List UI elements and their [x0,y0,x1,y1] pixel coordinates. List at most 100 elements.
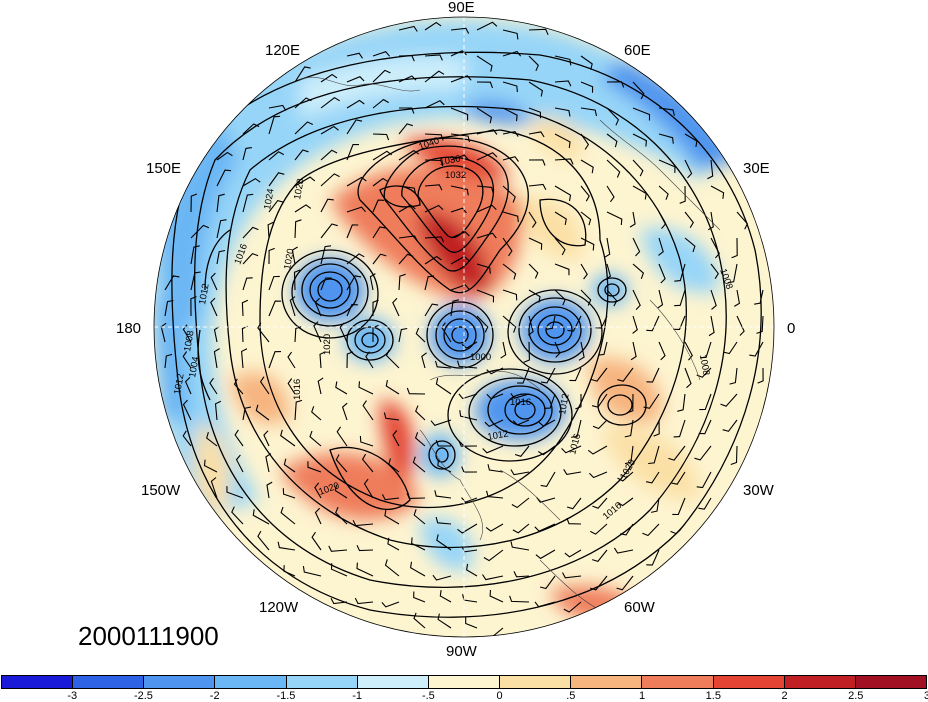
wind-barb [214,400,222,421]
wind-barb [372,69,391,83]
wind-barb [294,121,314,135]
wind-barb [677,393,686,412]
wind-barb [580,159,594,174]
wind-barb [384,559,400,577]
wind-barb [283,458,296,473]
wind-barb [398,123,413,135]
wind-barb [707,159,714,180]
wind-barb [231,506,244,525]
wind-barb [424,133,444,141]
wind-barb [476,232,497,239]
wind-barb [502,29,519,40]
wind-barb [294,149,309,161]
wind-barb [673,419,686,438]
wind-barb [435,516,452,525]
wind-barb [642,523,660,537]
lon-label-60w: 60W [624,599,655,616]
wind-barb [461,497,478,503]
wind-barb [268,300,282,317]
isobar-label: 1016 [567,433,583,456]
wind-barb [320,97,340,109]
wind-barb [485,523,504,532]
wind-barb [424,70,445,83]
wind-barb [372,51,391,57]
wind-barb [424,54,443,61]
wind-barb [534,523,556,532]
colorbar-tick-label: 3 [923,690,928,702]
wind-barb [182,324,192,343]
wind-barb [616,575,634,591]
wind-barb [502,237,513,257]
wind-barb [632,185,647,200]
wind-barb [398,149,420,161]
wind-barb [591,367,608,382]
wind-barb [722,419,738,432]
wind-barb [320,173,340,187]
wind-barb [381,601,400,608]
wind-barb [346,76,365,83]
wind-barb [164,275,180,291]
wind-barb [485,490,504,499]
wind-barb [314,297,322,317]
wind-barb [539,575,556,590]
colorbar-tick-label: 1 [639,690,646,702]
wind-barb [658,133,674,144]
isobar-label: 1016 [292,379,303,400]
wind-barb [287,351,296,369]
wind-barb [554,237,566,256]
wind-barb [213,348,220,369]
wind-barb [673,315,686,330]
wind-barb [580,133,590,150]
wind-barb [580,263,588,280]
colorbar-cell [144,676,216,688]
wind-barb [632,315,638,334]
wind-barb [617,367,634,382]
wind-barb [435,440,452,447]
wind-barb [309,430,322,447]
wind-barb [257,322,270,343]
wind-barb [592,497,608,509]
wind-barb [482,445,504,454]
isobar-label: 1020 [282,248,297,271]
wind-barb [268,151,285,161]
wind-barb [756,315,764,334]
wind-barb [624,419,634,438]
wind-barb [406,387,426,395]
wind-barb [595,315,608,329]
wind-barb [629,211,636,228]
wind-barb [564,549,582,558]
wind-barb [266,481,273,499]
isobar-label: 1008 [697,354,712,377]
wind-barb [476,185,494,194]
wind-barb [164,353,173,369]
wind-barb [527,315,534,336]
wind-barb [502,211,519,223]
wind-barb [450,75,472,83]
wind-barb [383,412,400,421]
wind-barb [502,185,516,203]
wind-barb [476,21,498,31]
wind-barb [268,247,275,265]
colorbar-cell [784,676,856,688]
wind-barb [424,275,435,291]
wind-barb [699,393,712,411]
wind-barb [592,419,608,430]
wind-barb [684,159,693,179]
wind-barb [646,549,660,566]
wind-barb [461,546,478,553]
wind-barb [502,50,522,57]
wind-barb [362,400,374,421]
wind-barb [671,471,686,485]
wind-barb [672,497,686,516]
wind-barb [372,133,390,141]
wind-barb [674,289,686,307]
wind-barb [234,429,244,447]
wind-barb [645,471,660,484]
wind-barb [592,549,608,563]
wind-barb [563,601,582,613]
wind-barb [707,211,714,231]
wind-barb [544,393,556,409]
colorbar-tick-label: 1.5 [705,690,721,702]
wind-barb [476,204,497,213]
wind-barb [528,107,542,119]
